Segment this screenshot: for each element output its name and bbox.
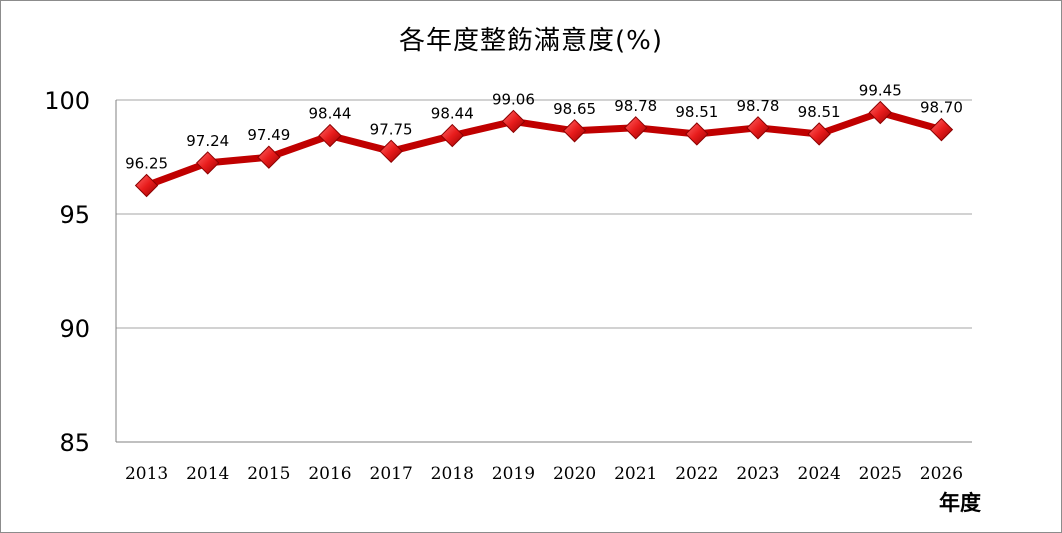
data-label: 98.70 bbox=[920, 99, 963, 117]
x-tick-label: 2024 bbox=[798, 464, 841, 484]
x-tick-label: 2026 bbox=[920, 464, 963, 484]
data-label: 98.78 bbox=[614, 97, 657, 115]
data-point-marker bbox=[929, 117, 954, 142]
x-tick-label: 2017 bbox=[370, 464, 413, 484]
y-tick-label: 100 bbox=[44, 87, 90, 115]
x-tick-label: 2015 bbox=[247, 464, 290, 484]
data-point-marker bbox=[807, 122, 831, 146]
chart-title: 各年度整飭滿意度(%) bbox=[399, 26, 663, 56]
data-label: 97.49 bbox=[247, 126, 290, 144]
data-label: 98.78 bbox=[737, 97, 780, 115]
y-tick-label: 95 bbox=[59, 201, 90, 229]
data-label: 98.44 bbox=[431, 105, 474, 123]
x-tick-label: 2013 bbox=[125, 464, 168, 484]
x-tick-label: 2022 bbox=[675, 464, 718, 484]
data-point-marker bbox=[501, 109, 526, 134]
y-tick-label: 85 bbox=[59, 429, 90, 457]
data-label: 98.44 bbox=[309, 105, 352, 123]
x-tick-label: 2025 bbox=[859, 464, 902, 484]
x-tick-label: 2018 bbox=[431, 464, 474, 484]
data-point-marker bbox=[624, 116, 648, 140]
y-tick-label: 90 bbox=[59, 315, 90, 343]
data-point-marker bbox=[746, 116, 770, 140]
data-point-marker bbox=[379, 139, 403, 164]
x-tick-label: 2023 bbox=[736, 464, 779, 484]
data-point-marker bbox=[440, 123, 464, 148]
data-point-marker bbox=[562, 119, 587, 143]
data-label: 98.51 bbox=[798, 103, 841, 121]
data-label: 98.51 bbox=[675, 103, 718, 121]
data-point-marker bbox=[868, 100, 892, 125]
x-tick-label: 2020 bbox=[553, 464, 596, 484]
data-point-marker bbox=[134, 173, 159, 198]
x-tick-label: 2014 bbox=[186, 464, 229, 484]
data-label: 99.06 bbox=[492, 90, 535, 108]
data-point-marker bbox=[257, 145, 281, 169]
x-tick-label: 2021 bbox=[614, 464, 657, 484]
x-tick-label: 2016 bbox=[308, 464, 351, 484]
data-label: 99.45 bbox=[859, 82, 902, 100]
data-point-marker bbox=[685, 122, 709, 146]
data-label: 98.65 bbox=[553, 100, 596, 118]
x-tick-label: 2019 bbox=[492, 464, 535, 484]
data-label: 96.25 bbox=[125, 155, 168, 173]
data-point-marker bbox=[196, 151, 220, 175]
data-label: 97.24 bbox=[186, 132, 229, 150]
data-label: 97.75 bbox=[370, 120, 413, 138]
x-axis-title: 年度 bbox=[939, 491, 981, 515]
data-point-marker bbox=[318, 123, 342, 148]
